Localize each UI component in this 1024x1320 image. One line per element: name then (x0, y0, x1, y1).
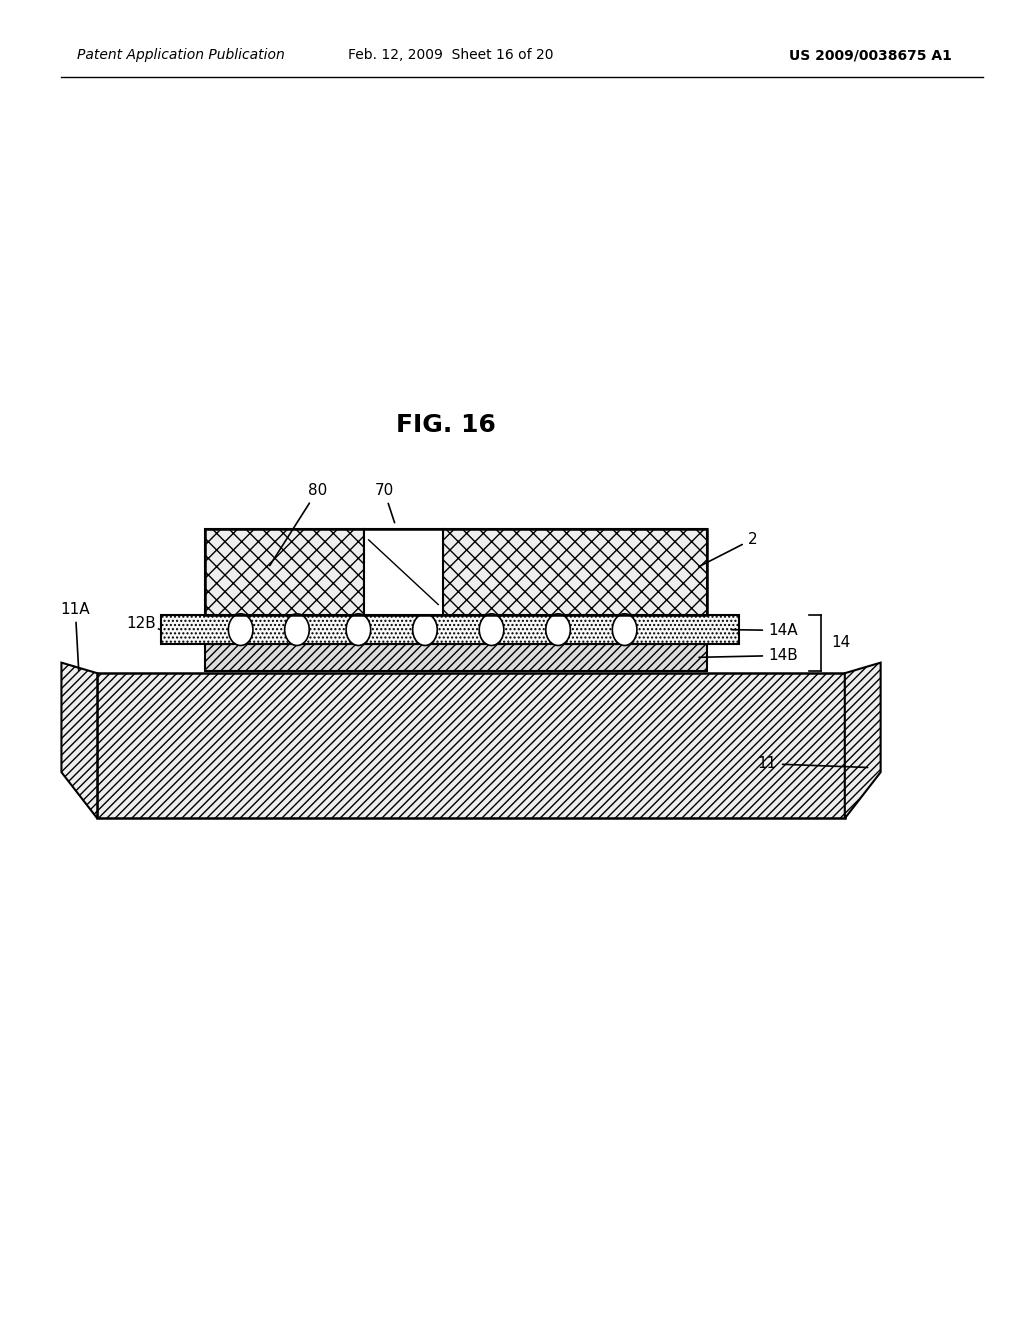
Text: 80: 80 (269, 483, 327, 565)
Circle shape (546, 614, 570, 645)
Bar (205, 529, 364, 615)
Bar (364, 529, 443, 615)
Bar (443, 529, 707, 615)
Circle shape (413, 614, 437, 645)
Polygon shape (61, 663, 97, 818)
Text: 2: 2 (698, 532, 757, 566)
Text: 14: 14 (831, 635, 851, 651)
Text: 70: 70 (375, 483, 394, 523)
Text: 14A: 14A (732, 623, 798, 638)
Circle shape (479, 614, 504, 645)
Text: Feb. 12, 2009  Sheet 16 of 20: Feb. 12, 2009 Sheet 16 of 20 (348, 49, 553, 62)
Bar (97, 673, 845, 818)
Circle shape (285, 614, 309, 645)
Text: 14B: 14B (699, 648, 798, 663)
Polygon shape (845, 663, 881, 818)
Bar (205, 529, 707, 615)
Circle shape (228, 614, 253, 645)
Text: FIG. 16: FIG. 16 (395, 413, 496, 437)
Text: 11A: 11A (60, 602, 90, 671)
Text: US 2009/0038675 A1: US 2009/0038675 A1 (790, 49, 952, 62)
Bar (205, 644, 707, 671)
Circle shape (612, 614, 637, 645)
Circle shape (346, 614, 371, 645)
Text: 12B: 12B (126, 616, 161, 631)
Text: 11: 11 (758, 756, 867, 771)
Bar (161, 615, 739, 644)
Text: Patent Application Publication: Patent Application Publication (77, 49, 285, 62)
